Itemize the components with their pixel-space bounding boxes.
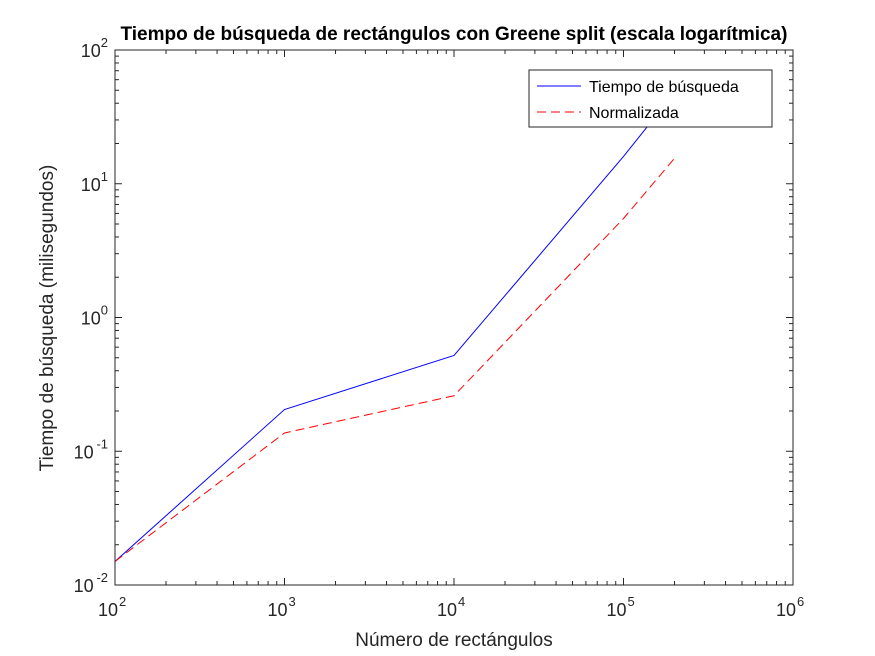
x-tick-exponent: 6	[797, 594, 804, 609]
legend-label-normalizada: Normalizada	[589, 105, 679, 122]
series-line-0	[115, 92, 675, 562]
y-axis-label: Tiempo de búsqueda (milisegundos)	[37, 165, 58, 472]
series-line-1	[115, 157, 675, 562]
y-tick-exponent: 0	[101, 303, 108, 318]
series-layer	[115, 92, 675, 562]
chart-title: Tiempo de búsqueda de rectángulos con Gr…	[121, 24, 788, 45]
y-tick-label: 10	[81, 41, 101, 61]
x-tick-label: 10	[267, 600, 287, 620]
plot-area	[115, 50, 793, 585]
y-tick-label: 10	[74, 442, 94, 462]
x-tick-exponent: 5	[628, 594, 635, 609]
y-tick-exponent: -2	[96, 570, 108, 585]
x-tick-label: 10	[776, 600, 796, 620]
legend-box	[528, 69, 773, 128]
legend-label-tiempo: Tiempo de búsqueda	[589, 79, 739, 96]
x-tick-label: 10	[437, 600, 457, 620]
legend: Tiempo de búsqueda Normalizada	[528, 69, 773, 128]
y-tick-label: 10	[74, 576, 94, 596]
x-tick-exponent: 4	[458, 594, 465, 609]
y-tick-exponent: -1	[96, 436, 108, 451]
x-tick-label: 10	[606, 600, 626, 620]
x-tick-exponent: 3	[289, 594, 296, 609]
y-tick-label: 10	[81, 309, 101, 329]
y-tick-label: 10	[81, 175, 101, 195]
x-axis-label: Número de rectángulos	[355, 630, 553, 651]
y-tick-exponent: 1	[101, 169, 108, 184]
plot-frame	[114, 49, 794, 586]
x-tick-labels: 10 2 10 3 10 4 10 5 10 6	[98, 594, 804, 620]
y-tick-exponent: 2	[101, 35, 108, 50]
x-tick-exponent: 2	[119, 594, 126, 609]
x-tick-label: 10	[98, 600, 118, 620]
